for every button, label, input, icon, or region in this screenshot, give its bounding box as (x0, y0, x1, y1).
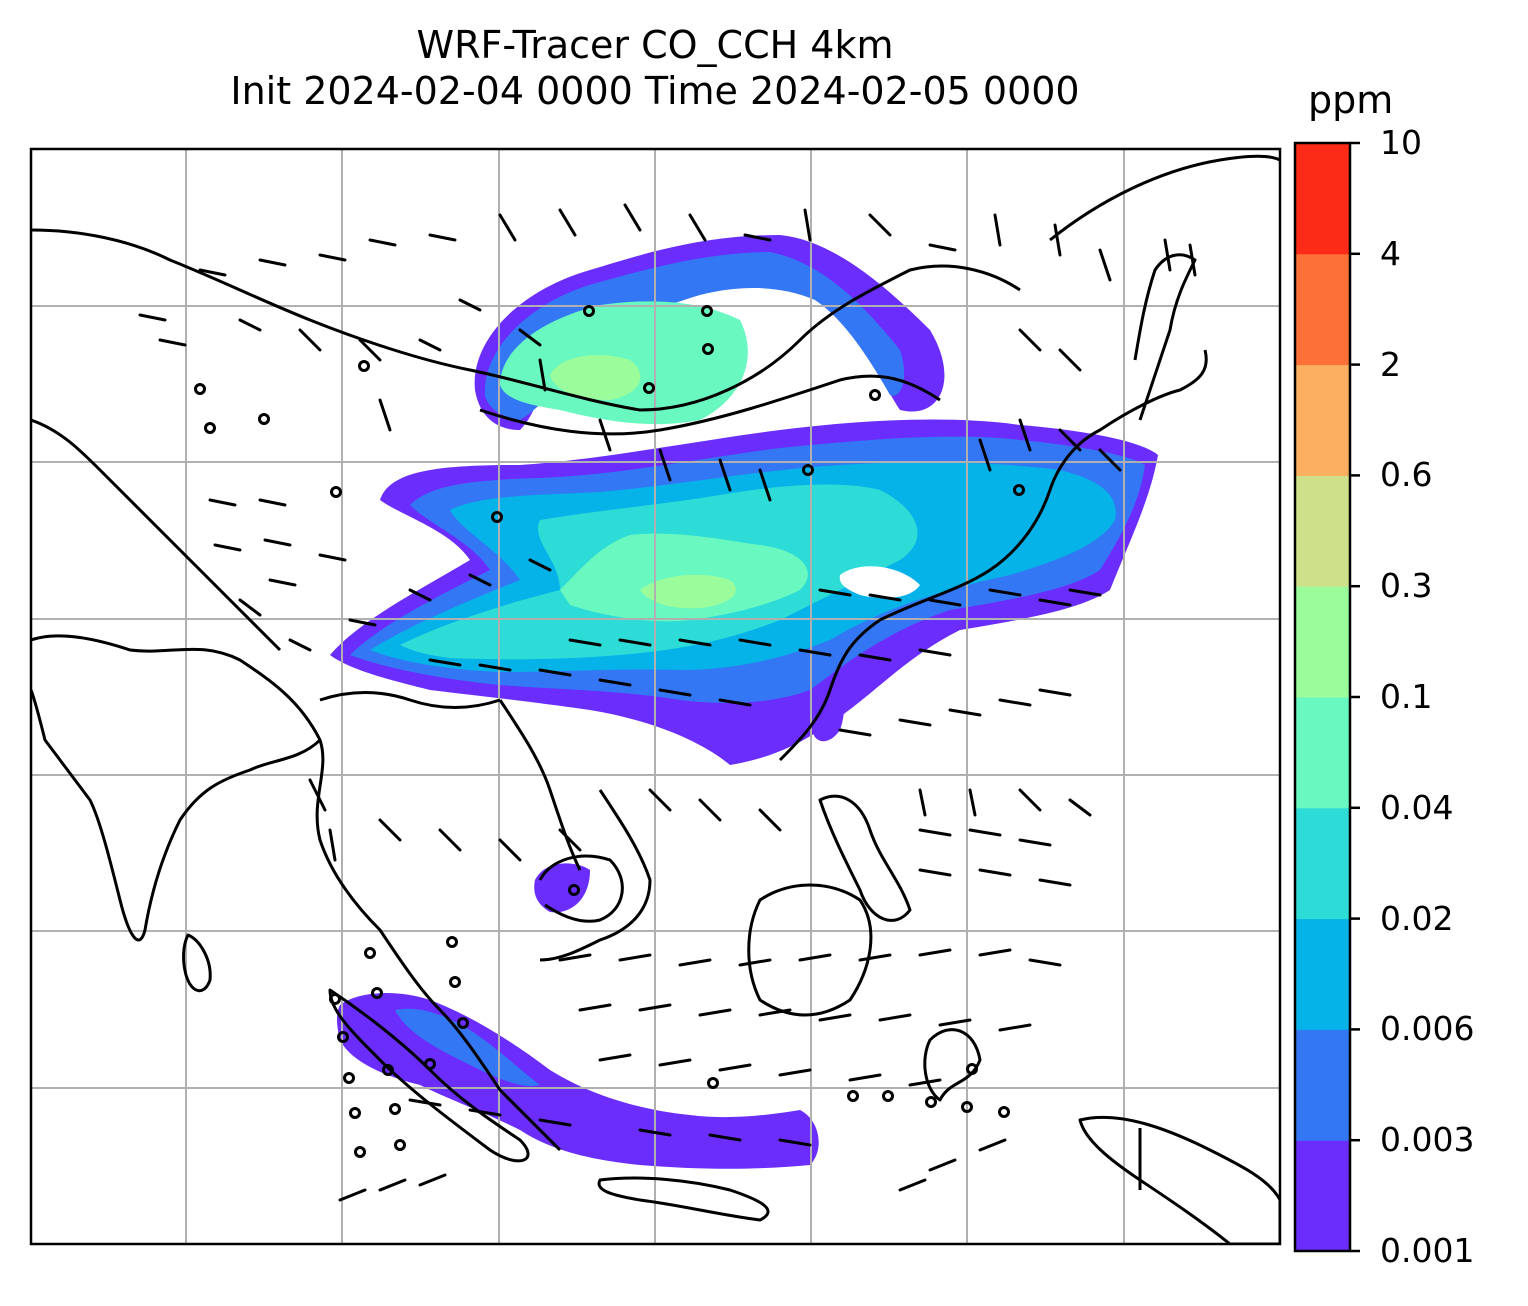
coast-korea (1133, 253, 1197, 421)
plume-northern-peak (550, 355, 641, 400)
colorbar-segment (1295, 807, 1350, 920)
tracer-plumes (330, 235, 1158, 1169)
coast-borneo (747, 883, 873, 1017)
coast-philippines (818, 794, 912, 922)
colorbar-tick-label: 0.006 (1380, 1009, 1475, 1049)
colorbar-segment (1295, 918, 1350, 1030)
colorbar-tick-label: 0.1 (1380, 677, 1433, 716)
colorbar-segment (1295, 697, 1350, 809)
coast-newguinea (1078, 1115, 1280, 1244)
coast-indochina (315, 739, 562, 1152)
colorbar-tick-label: 0.02 (1380, 898, 1454, 938)
border-seasia-1 (319, 691, 501, 709)
map-area (31, 149, 1280, 1244)
colorbar (1293, 141, 1360, 1253)
plume-southern-band-2 (395, 1008, 540, 1086)
colorbar-tick-label: 10 (1380, 123, 1422, 162)
colorbar-tick-label: 0.6 (1380, 455, 1433, 495)
coast-mekong (539, 789, 652, 962)
coast-sulawesi (923, 1028, 982, 1102)
plume-gulf-2 (812, 696, 844, 742)
title-line-2: Init 2024-02-04 0000 Time 2024-02-05 000… (230, 69, 1080, 113)
colorbar-segment (1295, 475, 1350, 587)
colorbar-segment (1295, 143, 1350, 255)
colorbar-segment (1295, 364, 1350, 476)
border-westasia (31, 418, 282, 652)
map-frame (29, 147, 1282, 1246)
wind-barbs (138, 203, 1197, 1202)
plume-northern-loop-core (484, 252, 905, 420)
colorbar-segment (1295, 253, 1350, 366)
coastlines (31, 154, 1280, 1244)
coast-china (778, 349, 1208, 762)
map-title: WRF-Tracer CO_CCH 4km Init 2024-02-04 00… (30, 22, 1280, 114)
colorbar-tick-label: 0.3 (1380, 566, 1433, 606)
colorbar-tick-label: 0.003 (1380, 1120, 1475, 1160)
plume-inner-loop (839, 566, 920, 598)
coast-java (597, 1176, 770, 1222)
gridlines (31, 149, 1280, 1244)
colorbar-segment (1295, 586, 1350, 698)
colorbar-segment (1295, 1140, 1350, 1252)
coast-india (31, 634, 322, 942)
colorbar-tick-label: 4 (1380, 233, 1401, 273)
colorbar-ticks (1350, 141, 1360, 1253)
coast-sumatra (328, 988, 530, 1163)
coast-gulf (538, 854, 624, 923)
colorbar-tick-label: 0.04 (1380, 787, 1454, 827)
title-line-1: WRF-Tracer CO_CCH 4km (416, 23, 894, 67)
colorbar-segment (1295, 1029, 1350, 1141)
border-mongolia (479, 374, 941, 436)
border-seasia-2 (498, 699, 582, 871)
plume-main-band-peak (640, 574, 736, 609)
plume-gulf (534, 863, 590, 913)
colorbar-unit-label: ppm (1308, 78, 1394, 122)
colorbar-tick-label: 0.001 (1380, 1231, 1475, 1270)
colorbar-tick-label: 2 (1380, 344, 1401, 384)
coast-srilanka (182, 933, 212, 993)
colorbar-segments (1295, 143, 1350, 1252)
border-himalaya (31, 228, 1021, 412)
calm-markers (194, 305, 1025, 1158)
coast-northeast (1049, 154, 1280, 242)
